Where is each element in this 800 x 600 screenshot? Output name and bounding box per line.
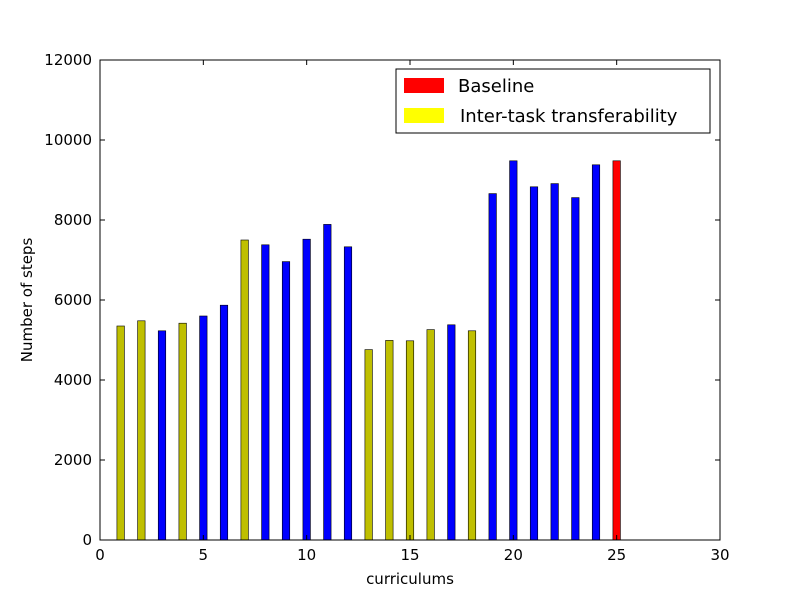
bar-18 bbox=[467, 330, 477, 541]
bar-1 bbox=[116, 325, 125, 541]
bar-12 bbox=[343, 246, 353, 541]
y-tick-label: 2000 bbox=[54, 451, 92, 469]
bar-19 bbox=[488, 193, 497, 541]
x-tick-label: 5 bbox=[199, 546, 209, 564]
bar-2 bbox=[137, 320, 146, 541]
legend-label-inter-task: Inter-task transferability bbox=[460, 106, 678, 127]
legend-swatch-baseline bbox=[404, 78, 444, 93]
x-tick-label: 10 bbox=[297, 546, 316, 564]
x-axis-ticks: 0 5 10 15 20 25 30 bbox=[95, 60, 730, 564]
bar-10 bbox=[302, 238, 311, 541]
bar-20 bbox=[509, 160, 518, 541]
bar-3 bbox=[157, 330, 167, 541]
legend-label-baseline: Baseline bbox=[458, 76, 534, 97]
y-tick-label: 8000 bbox=[54, 211, 92, 229]
bar-5 bbox=[199, 315, 208, 541]
x-tick-label: 15 bbox=[400, 546, 419, 564]
y-tick-label: 4000 bbox=[54, 371, 92, 389]
bar-9 bbox=[281, 261, 291, 541]
bar-6 bbox=[219, 304, 229, 541]
bar-13 bbox=[364, 349, 373, 541]
bar-7 bbox=[240, 239, 249, 541]
x-tick-label: 30 bbox=[710, 546, 729, 564]
bar-22 bbox=[550, 183, 559, 541]
bar-11 bbox=[323, 224, 332, 541]
y-tick-label: 12000 bbox=[44, 51, 92, 69]
bar-23 bbox=[571, 197, 580, 541]
bar-21 bbox=[529, 186, 539, 541]
bar-15 bbox=[405, 340, 415, 541]
bar-14 bbox=[385, 340, 394, 541]
legend: Baseline Inter-task transferability bbox=[395, 68, 711, 134]
y-tick-label: 0 bbox=[82, 531, 92, 549]
y-tick-label: 10000 bbox=[44, 131, 92, 149]
y-axis-label: Number of steps bbox=[18, 238, 36, 363]
bar-24 bbox=[591, 164, 601, 541]
bar-25 bbox=[612, 160, 621, 541]
legend-box bbox=[395, 68, 711, 134]
x-axis-label: curriculums bbox=[366, 570, 454, 588]
y-tick-label: 6000 bbox=[54, 291, 92, 309]
bar-4 bbox=[178, 322, 187, 541]
bar-8 bbox=[261, 244, 270, 541]
legend-swatch-inter-task bbox=[404, 108, 444, 123]
x-tick-label: 25 bbox=[607, 546, 626, 564]
x-tick-label: 0 bbox=[95, 546, 105, 564]
bar-17 bbox=[447, 324, 456, 541]
x-tick-label: 20 bbox=[504, 546, 523, 564]
bar-16 bbox=[426, 329, 435, 541]
y-axis-ticks: 0 2000 4000 6000 8000 10000 12000 bbox=[44, 51, 720, 549]
